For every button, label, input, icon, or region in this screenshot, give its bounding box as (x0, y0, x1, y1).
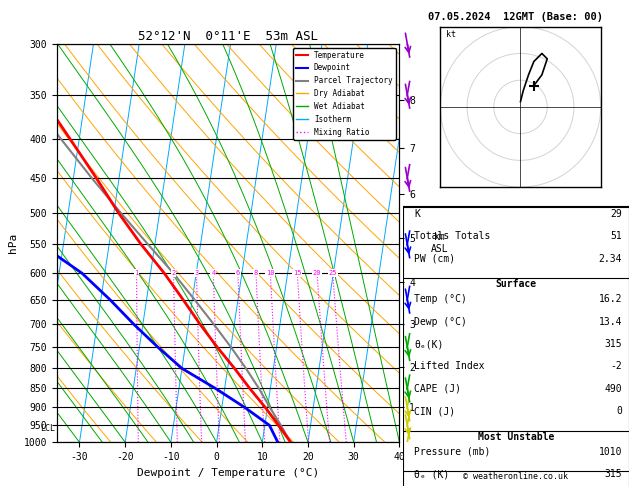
Text: Totals Totals: Totals Totals (414, 231, 490, 242)
Legend: Temperature, Dewpoint, Parcel Trajectory, Dry Adiabat, Wet Adiabat, Isotherm, Mi: Temperature, Dewpoint, Parcel Trajectory… (293, 48, 396, 139)
Text: 16.2: 16.2 (599, 295, 622, 304)
Text: 0: 0 (616, 406, 622, 416)
Text: Pressure (mb): Pressure (mb) (414, 447, 490, 457)
Y-axis label: hPa: hPa (8, 233, 18, 253)
Text: 13.4: 13.4 (599, 317, 622, 327)
Text: kt: kt (446, 31, 455, 39)
X-axis label: Dewpoint / Temperature (°C): Dewpoint / Temperature (°C) (137, 468, 319, 478)
Text: Surface: Surface (495, 279, 537, 290)
Text: CAPE (J): CAPE (J) (414, 384, 461, 394)
Text: K: K (414, 209, 420, 219)
Text: θₑ(K): θₑ(K) (414, 339, 443, 349)
Text: 20: 20 (313, 270, 321, 276)
Text: -2: -2 (611, 362, 622, 371)
Y-axis label: km
ASL: km ASL (431, 232, 449, 254)
Text: 29: 29 (611, 209, 622, 219)
Title: 52°12'N  0°11'E  53m ASL: 52°12'N 0°11'E 53m ASL (138, 30, 318, 43)
Text: 315: 315 (604, 339, 622, 349)
Text: 6: 6 (236, 270, 240, 276)
Text: θₑ (K): θₑ (K) (414, 469, 449, 479)
Text: 51: 51 (611, 231, 622, 242)
Text: 490: 490 (604, 384, 622, 394)
Text: 15: 15 (293, 270, 301, 276)
Text: 3: 3 (194, 270, 199, 276)
Text: 1: 1 (135, 270, 138, 276)
Text: PW (cm): PW (cm) (414, 254, 455, 264)
Text: 1010: 1010 (599, 447, 622, 457)
Text: LCL: LCL (40, 424, 55, 433)
Text: 25: 25 (328, 270, 337, 276)
Text: Dewp (°C): Dewp (°C) (414, 317, 467, 327)
Text: 4: 4 (211, 270, 216, 276)
Text: © weatheronline.co.uk: © weatheronline.co.uk (464, 472, 568, 481)
Text: Temp (°C): Temp (°C) (414, 295, 467, 304)
Text: 07.05.2024  12GMT (Base: 00): 07.05.2024 12GMT (Base: 00) (428, 12, 603, 22)
Text: 10: 10 (266, 270, 275, 276)
Text: Most Unstable: Most Unstable (477, 432, 554, 442)
Text: 2: 2 (172, 270, 175, 276)
Text: 315: 315 (604, 469, 622, 479)
Text: 8: 8 (254, 270, 258, 276)
Text: 2.34: 2.34 (599, 254, 622, 264)
Text: Lifted Index: Lifted Index (414, 362, 484, 371)
Text: CIN (J): CIN (J) (414, 406, 455, 416)
